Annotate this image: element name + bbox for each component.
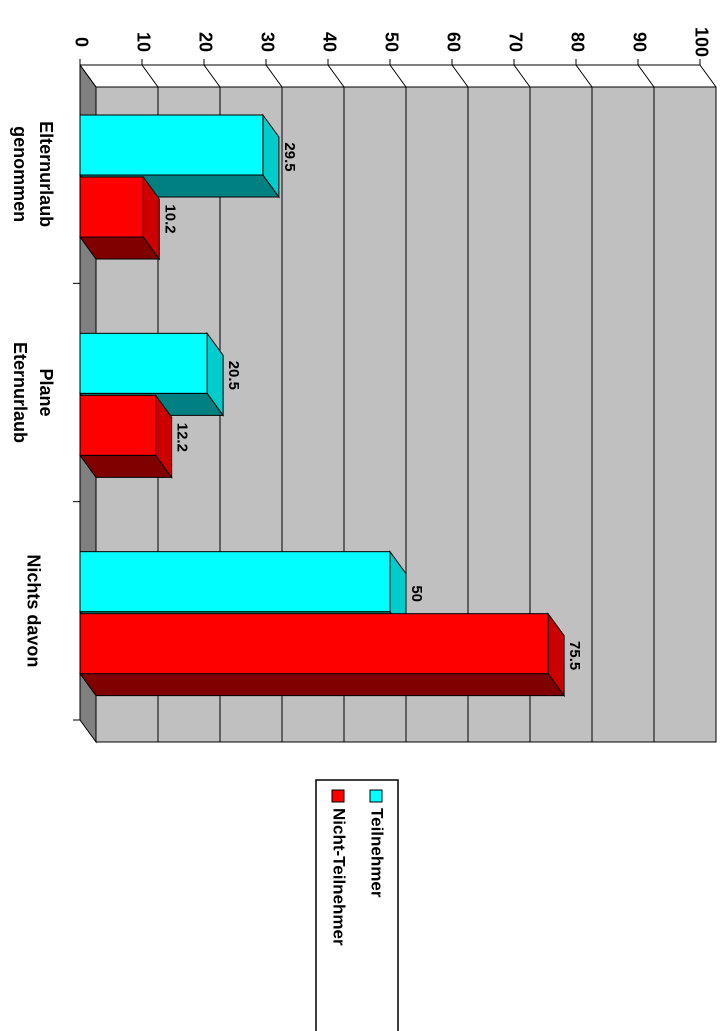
bar-front: [79, 551, 391, 613]
bar: [79, 393, 173, 479]
value-label: 29.5: [281, 142, 298, 171]
grid-diagonal: [699, 64, 717, 88]
legend-swatch: [331, 789, 345, 803]
x-tick-label: Nichts davon: [23, 554, 43, 667]
grid-diagonal: [389, 64, 407, 88]
grid-diagonal: [79, 64, 97, 88]
value-label: 10.2: [161, 204, 178, 233]
grid-diagonal: [513, 64, 531, 88]
value-label: 12.2: [174, 423, 191, 452]
grid-diagonal: [141, 64, 159, 88]
x-tick-label: Elternurlaubgenommen: [10, 121, 56, 227]
legend-label: Nicht-Teilnehmer: [330, 808, 349, 946]
bar-front: [79, 613, 549, 675]
legend-swatch: [369, 789, 383, 803]
y-tick-label: 60: [443, 32, 463, 52]
bar-front: [79, 394, 157, 456]
y-tick-label: 30: [257, 32, 277, 52]
bar: [79, 612, 566, 698]
bar-front: [79, 176, 144, 238]
grid-diagonal: [575, 64, 593, 88]
bar-front: [79, 332, 208, 394]
bar: [79, 113, 280, 199]
grid-diagonal: [451, 64, 469, 88]
legend-label: Teilnehmer: [368, 808, 387, 898]
grid-diagonal: [265, 64, 283, 88]
y-tick-label: 90: [629, 32, 649, 52]
y-tick-label: 80: [567, 32, 587, 52]
grid-diagonal: [637, 64, 655, 88]
grid-diagonal: [203, 64, 221, 88]
y-tick-label: 10: [133, 32, 153, 52]
y-tick-label: 40: [319, 32, 339, 52]
value-label: 75.5: [566, 641, 583, 670]
bar-front: [79, 114, 264, 176]
y-tick-label: 100: [691, 27, 711, 57]
y-tick-label: 70: [505, 32, 525, 52]
value-label: 20.5: [225, 361, 242, 390]
x-tick-label: PlaneEternurlaub: [10, 342, 56, 443]
bar-bottom: [79, 673, 566, 697]
value-label: 50: [408, 585, 425, 602]
grid-diagonal: [327, 64, 345, 88]
y-tick-label: 0: [71, 37, 91, 47]
legend-box: [315, 779, 399, 1031]
y-tick-label: 20: [195, 32, 215, 52]
bar: [79, 175, 161, 261]
y-tick-label: 50: [381, 32, 401, 52]
